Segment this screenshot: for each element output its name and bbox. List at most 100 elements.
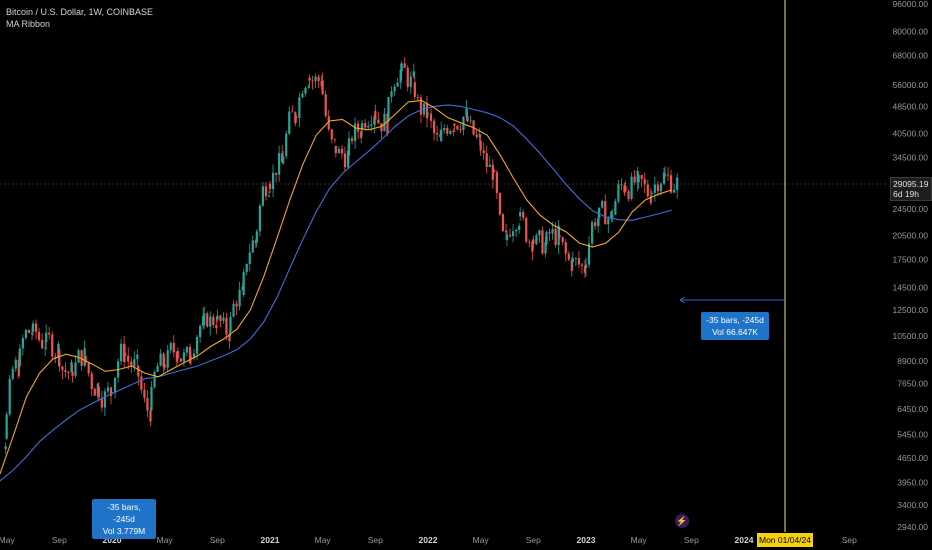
candle-body <box>400 63 403 72</box>
candle-body <box>373 117 376 125</box>
candle-body <box>137 365 140 377</box>
indicator-label[interactable]: MA Ribbon <box>6 19 51 29</box>
candle-body <box>649 196 652 204</box>
candle-body <box>162 353 165 367</box>
price-tick-label: 34500.00 <box>893 153 929 163</box>
price-tick-label: 2940.00 <box>897 522 928 532</box>
candle-body <box>140 376 143 390</box>
candle-body <box>100 397 103 408</box>
candle-body <box>633 176 636 183</box>
measure-right-vol: Vol 66.647K <box>712 327 758 337</box>
candle-body <box>501 214 505 231</box>
candle-body <box>106 387 110 392</box>
candle-body <box>136 354 139 360</box>
price-tick-label: 3950.00 <box>897 478 928 488</box>
candle-body <box>251 240 254 253</box>
chart-legend: Bitcoin / U.S. Dollar, 1W, COINBASE MA R… <box>6 6 153 30</box>
candle-body <box>333 139 336 140</box>
time-tick-label: May <box>473 535 490 545</box>
candle-body <box>113 377 117 393</box>
candle-body <box>453 123 456 126</box>
candle-body <box>367 125 370 128</box>
candle-body <box>627 191 630 199</box>
candle-body <box>334 145 337 154</box>
time-tick-label: Sep <box>842 535 857 545</box>
time-tick-label: Sep <box>52 535 67 545</box>
candle-body <box>353 123 357 141</box>
candle-body <box>412 71 415 77</box>
candle-body <box>346 150 350 168</box>
candle-body <box>67 371 70 373</box>
candle-body <box>45 332 48 342</box>
price-tick-label: 7650.00 <box>897 379 928 389</box>
candle-body <box>77 350 80 363</box>
candle-body <box>314 76 317 82</box>
candle-body <box>189 356 193 358</box>
candle-body <box>535 235 538 244</box>
candle-body <box>614 201 617 215</box>
price-axis[interactable]: 96000.00 80000.00 68000.00 56000.00 48500.00… <box>893 0 929 532</box>
candle-body <box>643 179 646 185</box>
candle-body <box>511 231 515 237</box>
candle-body <box>188 347 192 364</box>
candle-body <box>58 349 61 367</box>
candle-body <box>48 332 51 335</box>
candle-body <box>169 343 172 351</box>
candle-body <box>364 123 367 128</box>
candle-body <box>387 96 390 122</box>
candle-body <box>31 323 35 332</box>
candle-body <box>508 234 512 237</box>
candle-body <box>475 134 478 137</box>
candle-body <box>110 392 114 394</box>
candle-body <box>146 397 149 411</box>
candle-body <box>662 172 666 184</box>
candle-body <box>44 347 47 349</box>
candle-body <box>37 331 41 340</box>
candle-body <box>590 222 594 244</box>
candle-body <box>232 303 235 317</box>
lightning-icon[interactable]: ⚡ <box>675 514 689 528</box>
time-tick-label: May <box>631 535 648 545</box>
candle-body <box>21 338 24 349</box>
candle-body <box>225 317 228 335</box>
candle-body <box>124 352 127 356</box>
candle-body <box>212 316 215 326</box>
candle-body <box>577 258 581 265</box>
symbol-title[interactable]: Bitcoin / U.S. Dollar, 1W, COINBASE <box>6 7 154 17</box>
candle-body <box>41 339 44 349</box>
candle-body <box>557 225 560 246</box>
candle-body <box>153 371 156 387</box>
price-tick-label: 56000.00 <box>893 80 929 90</box>
candle-body <box>24 330 28 339</box>
candle-body <box>518 225 521 230</box>
candle-body <box>195 336 199 354</box>
candle-body <box>482 150 485 154</box>
candle-body <box>663 174 667 177</box>
candle-body <box>519 212 522 217</box>
price-tick-label: 10500.00 <box>893 331 929 341</box>
measure-right-bars: -35 bars, -245d <box>706 315 764 325</box>
price-tick-label: 20500.00 <box>893 231 929 241</box>
candle-body <box>459 129 462 131</box>
candle-body <box>498 193 502 215</box>
candle-body <box>150 386 153 411</box>
candle-body <box>271 172 275 189</box>
candle-body <box>620 184 623 186</box>
candle-body <box>561 237 564 243</box>
price-tick-label: 14500.00 <box>893 283 929 293</box>
candle-body <box>495 172 498 194</box>
candle-body <box>673 189 676 193</box>
candle-body <box>558 235 561 238</box>
price-tick-label: 12500.00 <box>893 305 929 315</box>
candle-body <box>456 125 459 130</box>
candle-body <box>261 186 265 206</box>
time-tick-label: May <box>0 535 15 545</box>
candle-body <box>640 175 643 180</box>
price-tick-label: 24500.00 <box>893 204 929 214</box>
candle-body <box>192 353 196 358</box>
measure-arrowhead <box>679 296 686 304</box>
candle-body <box>301 93 304 98</box>
candle-body <box>337 148 340 154</box>
candle-body <box>436 133 439 135</box>
